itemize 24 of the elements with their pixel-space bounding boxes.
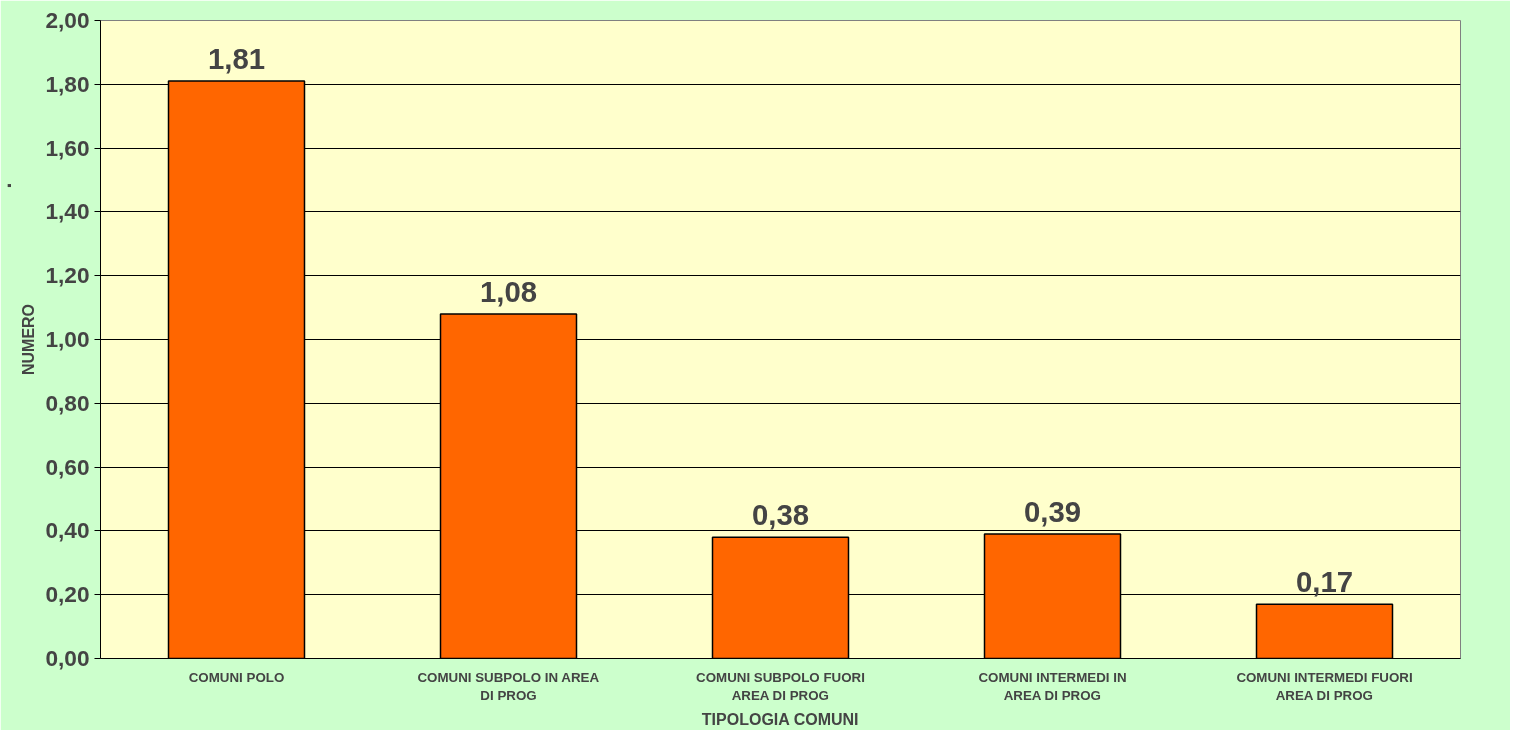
y-tick-label: 1,80 <box>45 70 90 97</box>
data-label: 1,81 <box>207 42 266 76</box>
x-tick-label: COMUNI INTERMEDI FUORI AREA DI PROG <box>1236 669 1413 703</box>
y-tick-label: 2,00 <box>45 7 90 33</box>
y-tick-label: 0,40 <box>45 517 90 544</box>
y-tick-label: 0,00 <box>45 645 90 671</box>
x-tick-label: COMUNI SUBPOLO IN AREA DI PROG <box>417 669 600 703</box>
y-tick-label: 0,60 <box>45 453 90 480</box>
x-tick-label: COMUNI POLO <box>188 669 285 685</box>
data-label: 0,38 <box>751 498 810 532</box>
y-tick-label: 1,20 <box>45 262 90 289</box>
x-tick-label: COMUNI SUBPOLO FUORI AREA DI PROG <box>696 669 865 703</box>
x-axis-title: TIPOLOGIA COMUNI <box>701 710 859 728</box>
y-tick-label: 0,80 <box>45 389 90 416</box>
y-axis-title: NUMERO <box>20 303 38 376</box>
data-label: 0,39 <box>1023 495 1082 529</box>
data-label: 1,08 <box>479 274 538 308</box>
y-tick-label: 1,40 <box>45 198 90 225</box>
y-tick-label: 0,20 <box>45 581 90 608</box>
y-tick-label: 1,00 <box>45 326 90 352</box>
text: . <box>0 182 16 189</box>
data-label: 0,17 <box>1295 565 1354 599</box>
y-tick-label: 1,60 <box>45 134 90 161</box>
x-tick-label: COMUNI INTERMEDI IN AREA DI PROG <box>978 669 1127 703</box>
